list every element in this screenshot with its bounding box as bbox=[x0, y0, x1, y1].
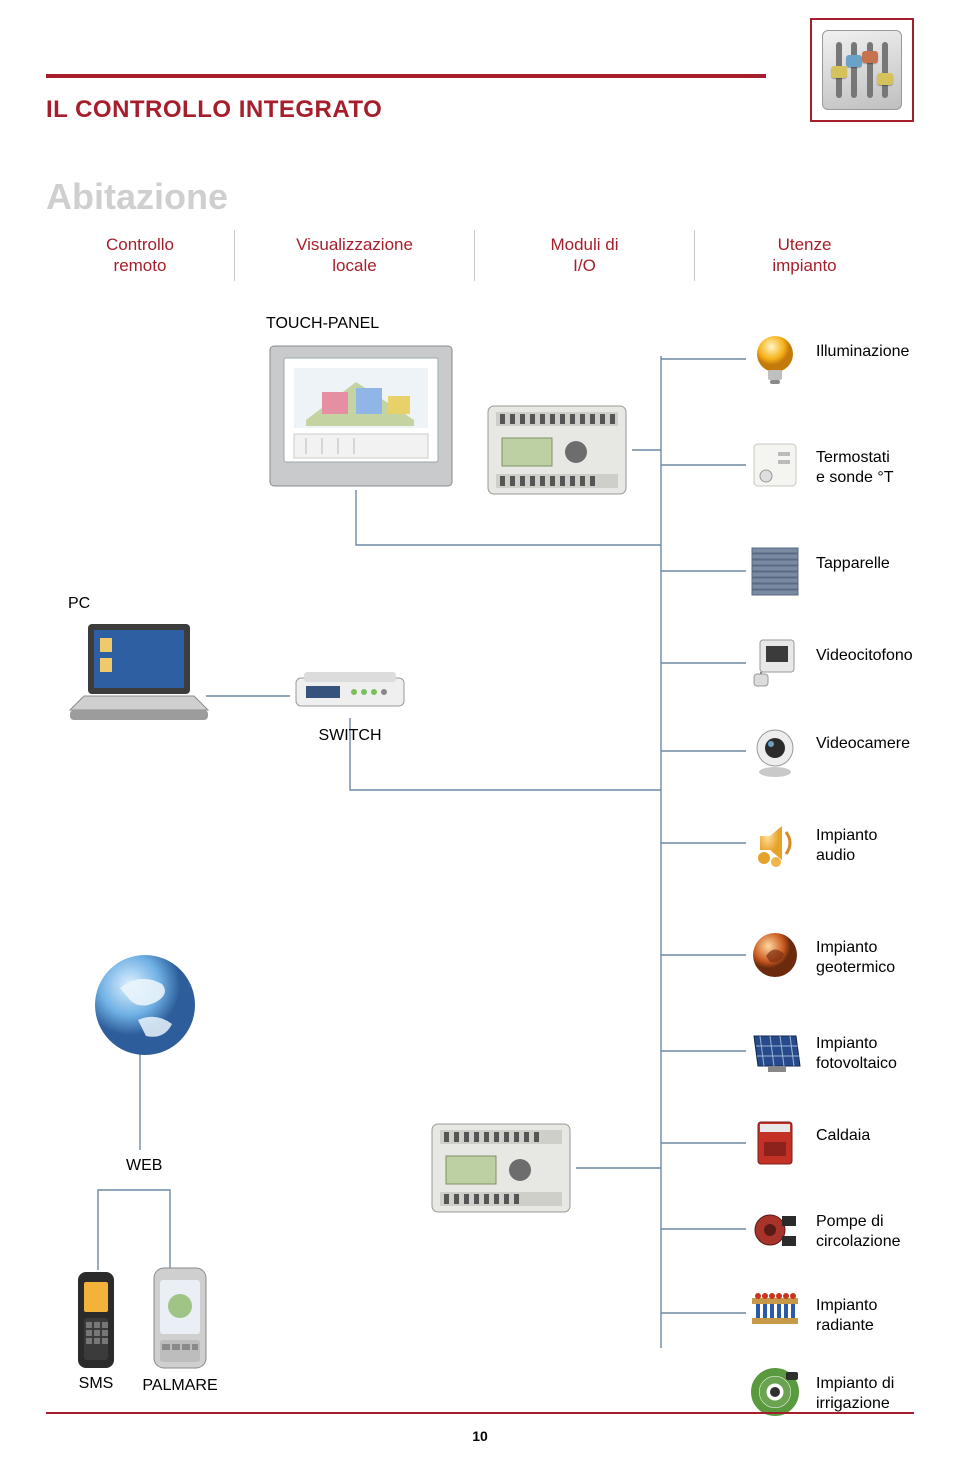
audio-label: Impianto audio bbox=[816, 826, 877, 866]
switch-node: SWITCH bbox=[290, 660, 410, 746]
touch-panel-node: TOUCH-PANEL bbox=[266, 320, 456, 492]
globe-icon bbox=[90, 950, 200, 1060]
palmare-node: PALMARE bbox=[142, 1266, 218, 1396]
videocitofono-icon bbox=[746, 634, 804, 697]
fotovoltaico-label: Impianto fotovoltaico bbox=[816, 1034, 897, 1074]
videocitofono-label: Videocitofono bbox=[816, 646, 913, 666]
pompe-icon bbox=[746, 1200, 804, 1263]
termostati-icon bbox=[746, 436, 804, 499]
web-label: WEB bbox=[126, 1156, 162, 1176]
page-number: 10 bbox=[0, 1428, 960, 1444]
switch-icon bbox=[290, 660, 410, 718]
io-module-2 bbox=[426, 1114, 576, 1222]
column-header-1: Visualizzazionelocale bbox=[234, 230, 474, 281]
equalizer-icon bbox=[822, 30, 902, 110]
pda-icon bbox=[148, 1266, 212, 1372]
audio-icon bbox=[746, 814, 804, 877]
plc-module-icon bbox=[426, 1114, 576, 1222]
irrigazione-icon bbox=[746, 1362, 804, 1425]
tapparelle-icon bbox=[746, 542, 804, 605]
videocamere-icon bbox=[746, 722, 804, 785]
laptop-icon bbox=[64, 618, 214, 738]
column-headers: ControlloremotoVisualizzazionelocaleModu… bbox=[46, 230, 914, 281]
page-title: IL CONTROLLO INTEGRATO bbox=[46, 96, 382, 124]
geotermico-icon bbox=[746, 926, 804, 989]
fotovoltaico-icon bbox=[746, 1022, 804, 1085]
palmare-label: PALMARE bbox=[142, 1376, 217, 1396]
top-rule bbox=[46, 74, 766, 78]
touch-panel-label: TOUCH-PANEL bbox=[266, 314, 379, 334]
column-header-2: Moduli diI/O bbox=[474, 230, 694, 281]
illuminazione-label: Illuminazione bbox=[816, 342, 909, 362]
switch-label: SWITCH bbox=[318, 726, 381, 746]
tapparelle-label: Tapparelle bbox=[816, 554, 890, 574]
pompe-label: Pompe di circolazione bbox=[816, 1212, 900, 1252]
io-module-1 bbox=[482, 396, 632, 504]
column-header-0: Controlloremoto bbox=[46, 230, 234, 281]
cellphone-icon bbox=[72, 1270, 120, 1370]
sms-label: SMS bbox=[79, 1374, 114, 1394]
radiante-icon bbox=[746, 1284, 804, 1347]
sms-phone-node: SMS bbox=[68, 1270, 124, 1394]
column-header-3: Utenzeimpianto bbox=[694, 230, 914, 281]
equalizer-icon-frame bbox=[810, 18, 914, 122]
radiante-label: Impianto radiante bbox=[816, 1296, 877, 1336]
touch-panel-icon bbox=[266, 342, 456, 492]
diagram-area: TOUCH-PANEL PC bbox=[46, 290, 914, 1390]
irrigazione-label: Impianto di irrigazione bbox=[816, 1374, 894, 1414]
caldaia-icon bbox=[746, 1114, 804, 1177]
plc-module-icon bbox=[482, 396, 632, 504]
page-subtitle: Abitazione bbox=[46, 176, 228, 218]
caldaia-label: Caldaia bbox=[816, 1126, 870, 1146]
globe-node bbox=[90, 950, 200, 1060]
footer-rule bbox=[46, 1412, 914, 1414]
pc-label: PC bbox=[68, 594, 90, 614]
videocamere-label: Videocamere bbox=[816, 734, 910, 754]
geotermico-label: Impianto geotermico bbox=[816, 938, 895, 978]
termostati-label: Termostati e sonde °T bbox=[816, 448, 894, 488]
illuminazione-icon bbox=[746, 330, 804, 393]
pc-node: PC bbox=[64, 600, 214, 738]
